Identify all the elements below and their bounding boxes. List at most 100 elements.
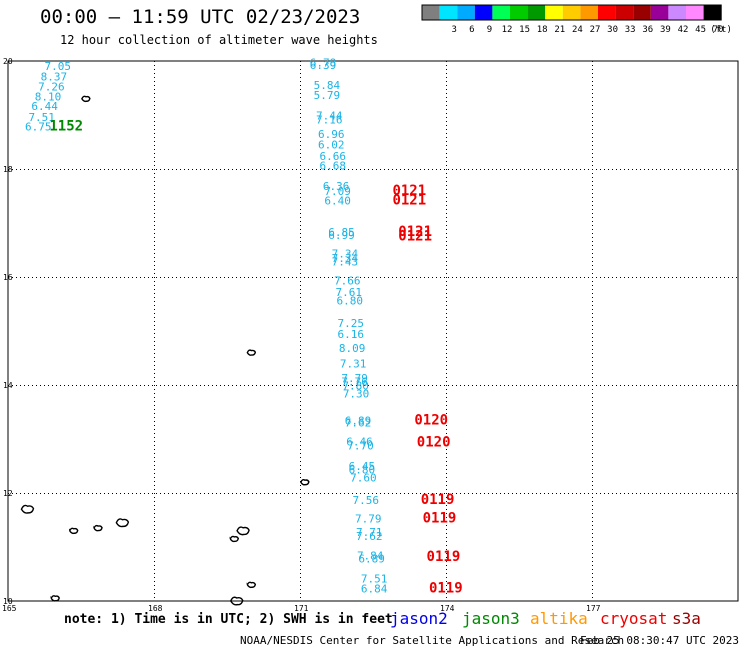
legend-swatch (527, 5, 546, 20)
wave-height-label: 7.51 (28, 111, 55, 124)
legend-swatch (545, 5, 563, 20)
y-tick-label: 20 (3, 57, 13, 66)
island-outline (20, 504, 35, 514)
plot-frame (7, 60, 739, 602)
wave-height-label: 6.68 (319, 160, 346, 173)
chart-subtitle: 12 hour collection of altimeter wave hei… (60, 33, 378, 47)
wave-height-label: 7.25 (337, 317, 364, 330)
wave-height-label: 7.66 (334, 275, 361, 288)
wave-height-label: 7.16 (316, 114, 343, 127)
pass-time-label: 0121 (392, 193, 426, 209)
island-outline (81, 95, 91, 103)
satellite-cryosat-label: cryosat (600, 609, 668, 628)
legend-tick-label: 45 (695, 25, 706, 35)
pass-time-label: 0120 (414, 412, 448, 428)
pass-time-label: 0119 (427, 549, 461, 565)
legend-tick-label: 39 (660, 25, 671, 35)
credit-line: NOAA/NESDIS Center for Satellite Applica… (240, 634, 625, 647)
wave-height-label: 6.80 (337, 295, 364, 308)
color-legend: 3 6 9 12 15 18 21 24 27 30 33 36 39 42 45 70(ft) (421, 4, 732, 35)
wave-height-label: 7.62 (345, 417, 372, 430)
wave-height-label: 6.40 (324, 195, 351, 208)
legend-swatch (510, 5, 528, 20)
legend-swatch (562, 5, 581, 20)
legend-swatch (492, 5, 510, 20)
wave-height-label: 6.80 (349, 464, 376, 477)
wave-height-label: 6.44 (31, 100, 58, 113)
legend-tick-label: 18 (537, 25, 548, 35)
wave-height-label: 6.89 (345, 414, 372, 427)
satellite-s3a-label: s3a (672, 609, 701, 628)
wave-height-label: 8.09 (339, 342, 366, 355)
island-outline (246, 349, 257, 356)
wave-height-label: 8.37 (41, 70, 68, 83)
legend-swatch (439, 5, 458, 20)
satellite-jason3-label: jason3 (462, 609, 520, 628)
wave-height-labels: 7.058.377.268.106.447.516.756.786.395.84… (25, 56, 388, 595)
legend-tick-label: 42 (678, 25, 689, 35)
legend-tick-label: 6 (469, 25, 474, 35)
generation-timestamp: Feb 25 08:30:47 UTC 2023 (580, 634, 739, 647)
wave-height-label: 7.60 (350, 472, 377, 485)
x-tick-label: 177 (586, 604, 601, 613)
y-tick-label: 18 (3, 165, 13, 174)
wave-height-label: 6.02 (318, 138, 345, 151)
wave-height-label: 7.70 (347, 439, 374, 452)
legend-unit: (ft) (710, 25, 732, 35)
legend-swatch (615, 5, 634, 20)
wave-height-label: 5.84 (314, 79, 341, 92)
wave-height-label: 6.36 (323, 180, 350, 193)
pass-time-label: 0119 (421, 492, 455, 508)
pass-time-label: 0119 (429, 580, 463, 596)
island-outline (93, 524, 103, 532)
pass-time-label: 1152 (49, 119, 83, 135)
wave-height-label: 7.44 (316, 109, 343, 122)
x-tick-label: 171 (294, 604, 309, 613)
wave-height-label: 6.46 (346, 435, 373, 448)
wave-height-label: 6.45 (349, 460, 376, 473)
y-tick-label: 12 (3, 489, 13, 498)
wave-height-label: 6.96 (318, 128, 345, 141)
legend-tick-label: 9 (487, 25, 492, 35)
wave-height-label: 7.79 (355, 513, 382, 526)
wave-height-label: 7.61 (336, 286, 363, 299)
wave-height-label: 6.85 (328, 226, 355, 239)
wave-height-label: 7.71 (356, 526, 383, 539)
legend-swatch (703, 5, 722, 20)
island-outline (229, 535, 240, 543)
wave-height-label: 7.62 (356, 530, 383, 543)
legend-swatch (422, 5, 440, 20)
island-outline (236, 526, 250, 536)
legend-tick-label: 36 (642, 25, 653, 35)
footer-note: note: 1) Time is in UTC; 2) SWH is in fe… (64, 612, 393, 627)
wave-height-label: 6.75 (25, 121, 52, 134)
pass-time-label: 0121 (398, 228, 432, 244)
island-outlines (20, 95, 310, 606)
legend-swatch (633, 5, 651, 20)
island-outline (50, 595, 60, 602)
legend-tick-label: 33 (625, 25, 636, 35)
wave-height-label: 6.89 (358, 553, 385, 566)
legend-swatch (457, 5, 475, 20)
wave-height-label: 8.10 (35, 90, 62, 103)
chart-title: 00:00 – 11:59 UTC 02/23/2023 (40, 6, 361, 28)
island-outline (115, 518, 130, 528)
legend-tick-label: 15 (519, 25, 530, 35)
satellite-jason2-label: jason2 (390, 609, 448, 628)
wave-height-label: 7.30 (343, 387, 370, 400)
pass-time-label: 0121 (398, 224, 432, 240)
wave-height-label: 7.43 (332, 256, 359, 269)
y-tick-label: 10 (3, 597, 13, 606)
wave-height-label: 6.66 (319, 150, 346, 163)
satellite-altika-label: altika (530, 609, 588, 628)
wave-height-label: 7.09 (324, 185, 351, 198)
legend-swatch (668, 5, 686, 20)
island-outline (300, 479, 310, 486)
legend-tick-label: 27 (590, 25, 601, 35)
wave-height-label: 7.31 (340, 358, 367, 371)
legend-tick-label: 70 (713, 25, 724, 35)
legend-swatch (650, 5, 669, 20)
pass-time-label: 0121 (392, 183, 426, 199)
legend-swatch (474, 5, 493, 20)
